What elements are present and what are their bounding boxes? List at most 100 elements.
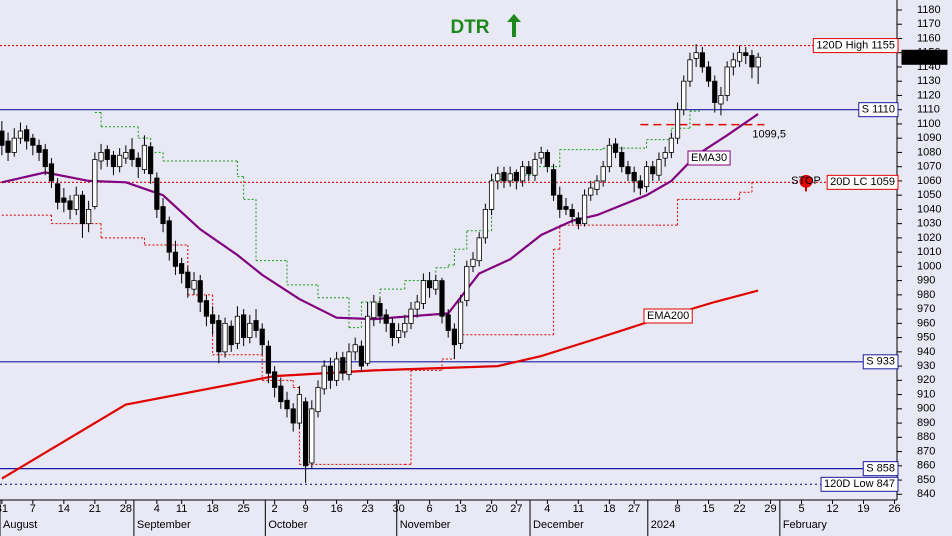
level-label-text: S 858	[866, 463, 895, 475]
candle-body	[414, 301, 420, 310]
candle-body	[743, 52, 749, 56]
candle-body	[123, 152, 129, 159]
candle-body	[148, 146, 154, 175]
candle-body	[532, 159, 538, 176]
candle-body	[730, 59, 736, 68]
month-label: August	[3, 519, 37, 531]
x-tick-label: 26	[888, 503, 900, 515]
candle-body	[420, 280, 426, 304]
candle-body	[606, 144, 612, 168]
ema-label-box	[643, 308, 693, 324]
candle-body	[11, 137, 17, 153]
candle-body	[104, 149, 110, 160]
candle-body	[197, 280, 203, 303]
ema-label-text: EMA30	[691, 152, 727, 164]
candle-body	[24, 129, 30, 142]
candle-body	[563, 206, 569, 210]
candle-body	[154, 177, 160, 210]
candle-body	[544, 152, 550, 168]
y-tick-label: 890	[917, 417, 935, 429]
candle-body	[253, 320, 259, 331]
stop-icon-disc	[799, 174, 813, 188]
y-tick-label: 850	[917, 474, 935, 486]
level-label-text: 120D High 1155	[816, 39, 895, 51]
candle-body	[470, 258, 476, 267]
candle-body	[42, 149, 48, 168]
y-tick-label: 990	[917, 275, 935, 287]
candle-body	[210, 314, 216, 324]
candle-body	[693, 52, 699, 59]
candle-body	[86, 209, 92, 225]
x-tick-label: 4	[154, 503, 160, 515]
candle-body	[476, 237, 482, 262]
candle-body	[365, 315, 371, 364]
candle-body	[402, 322, 408, 333]
candle-body	[557, 194, 563, 210]
x-tick-label: 5	[798, 503, 804, 515]
level-label: 120D High 1155	[812, 38, 899, 54]
y-tick-label: 970	[917, 303, 935, 315]
y-tick-label: 1020	[917, 232, 941, 244]
level-label-box	[812, 38, 899, 54]
candle-body	[0, 130, 5, 146]
x-tick-label: 4	[544, 503, 550, 515]
level-label: S 858	[862, 461, 899, 477]
x-tick-label: 2	[272, 503, 278, 515]
y-tick-label: 910	[917, 388, 935, 400]
candle-body	[327, 365, 334, 381]
level-label-box	[820, 476, 899, 492]
candle-body	[278, 385, 284, 403]
candle-body	[234, 315, 241, 344]
candle-body	[377, 303, 383, 317]
x-tick-label: 9	[303, 503, 309, 515]
candle-body	[98, 152, 104, 162]
y-tick-label: 840	[917, 488, 935, 500]
candle-body	[55, 183, 61, 203]
level-label-text: S 933	[866, 356, 895, 368]
candle-body	[550, 169, 557, 196]
candle-body	[135, 157, 141, 168]
x-tick-label: 14	[58, 503, 70, 515]
candle-body	[637, 180, 643, 189]
candle-body	[129, 149, 135, 160]
y-tick-label: 980	[917, 289, 935, 301]
chart-title: DTR	[450, 17, 489, 38]
level-label-text: 120D Low 847	[824, 478, 895, 490]
x-tick-label: 27	[510, 503, 522, 515]
y-tick-label: 1130	[917, 75, 941, 87]
candle-body	[482, 209, 488, 239]
y-tick-label: 1160	[917, 32, 941, 44]
y-tick-label: 860	[917, 460, 935, 472]
candle-body	[507, 173, 513, 182]
candle-body	[117, 154, 123, 168]
y-tick-label: 1050	[917, 189, 941, 201]
x-tick-label: 30	[392, 503, 404, 515]
y-tick-label: 1110	[917, 104, 940, 116]
y-tick-label: 950	[917, 332, 935, 344]
stop-icon: STOP	[791, 174, 821, 192]
candle-body	[185, 271, 191, 289]
candle-body	[755, 56, 761, 68]
y-tick-label: 1070	[917, 161, 941, 173]
last-price-box	[901, 49, 948, 65]
candle-body	[228, 325, 234, 346]
candle-body	[191, 280, 197, 290]
candle-body	[272, 371, 278, 388]
candle-body	[519, 166, 526, 182]
last-price: 1146.79	[901, 49, 948, 65]
candle-body	[724, 66, 730, 96]
candle-body	[526, 166, 532, 175]
candle-body	[36, 144, 42, 153]
candle-body	[371, 301, 377, 319]
candle-body	[247, 322, 253, 339]
level-label-box	[862, 354, 899, 370]
x-tick-label: 15	[702, 503, 714, 515]
candle-body	[222, 322, 228, 353]
candle-body	[166, 220, 172, 253]
candle-body	[309, 408, 315, 464]
candle-body	[464, 265, 470, 301]
candle-body	[346, 351, 352, 376]
candle-body	[30, 137, 36, 146]
candle-body	[303, 401, 309, 467]
